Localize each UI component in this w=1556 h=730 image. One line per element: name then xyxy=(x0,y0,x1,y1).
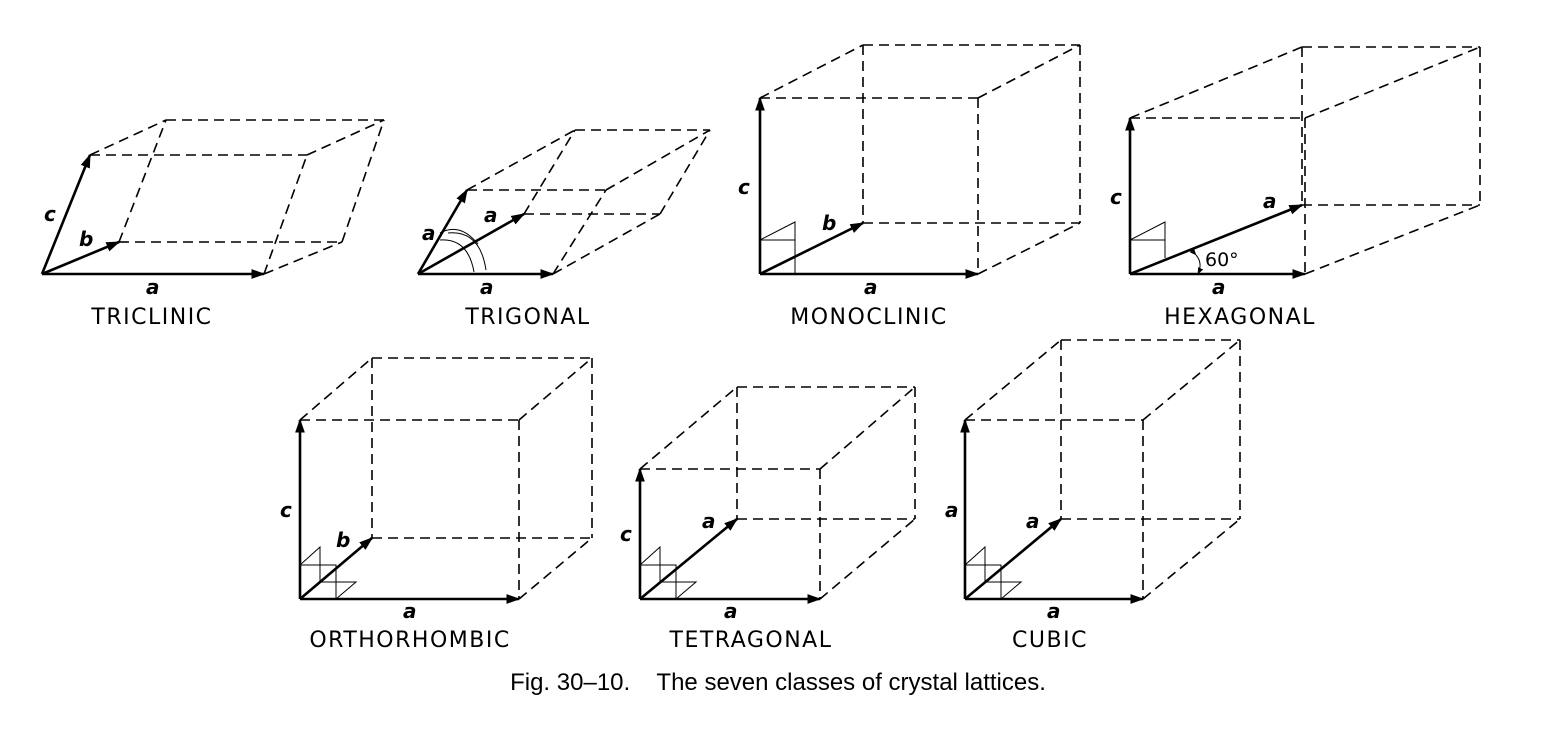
vector-a-label: a xyxy=(480,275,494,299)
right-angle-marker xyxy=(964,545,1023,600)
lattice-title: TRIGONAL xyxy=(464,305,590,330)
angle-label: 60° xyxy=(1205,249,1239,271)
lattice-title: HEXAGONAL xyxy=(1164,305,1316,330)
vector-b-arrow xyxy=(41,240,121,276)
vector-a-arrow xyxy=(964,518,1063,600)
lattice-title: TETRAGONAL xyxy=(669,628,833,653)
vector-b-arrow xyxy=(759,221,865,276)
vector-a-label: a xyxy=(702,509,716,533)
vector-c-arrow xyxy=(40,153,92,275)
right-angle-marker xyxy=(1129,221,1166,258)
vector-a-label: a xyxy=(1047,599,1061,623)
vector-a-label: a xyxy=(724,599,738,623)
vector-a-arrow xyxy=(1129,203,1304,276)
lattice-monoclinic: a b c MONOCLINIC xyxy=(738,44,1081,330)
angle-60-arc xyxy=(1189,248,1204,275)
vector-c-label: c xyxy=(280,498,292,522)
figure-caption: Fig. 30–10. The seven classes of crystal… xyxy=(510,669,1046,696)
lattice-trigonal: a a a TRIGONAL xyxy=(416,129,711,330)
cell-edges xyxy=(299,357,593,600)
lattice-title: CUBIC xyxy=(1012,628,1088,653)
lattice-hexagonal: 60° a a c HEXAGONAL xyxy=(1110,46,1481,330)
vector-b-label: b xyxy=(336,528,350,552)
right-angle-marker xyxy=(759,221,796,274)
vector-c-label: c xyxy=(44,202,56,226)
lattice-cubic: a a a CUBIC xyxy=(945,339,1241,653)
cell-edges xyxy=(639,386,916,600)
vector-a-label: a xyxy=(422,221,436,245)
vector-a-arrow xyxy=(639,517,739,601)
vector-b-label: b xyxy=(822,211,836,235)
vector-c-label: c xyxy=(1110,185,1122,209)
lattice-orthorhombic: a b c ORTHORHOMBIC xyxy=(280,357,593,653)
vector-a-label: a xyxy=(1263,189,1277,213)
vector-a-label: a xyxy=(146,275,160,299)
vector-c-label: c xyxy=(738,175,750,199)
right-angle-marker xyxy=(299,545,358,600)
vector-a-label: a xyxy=(403,599,417,623)
cell-edges xyxy=(1129,46,1481,275)
vector-b-label: b xyxy=(79,227,93,251)
lattice-triclinic: a b c TRICLINIC xyxy=(40,119,385,330)
vector-a-arrow xyxy=(417,212,526,276)
vector-a-label: a xyxy=(484,203,498,227)
vector-a-arrow xyxy=(416,188,469,275)
cell-edges xyxy=(759,44,1081,275)
lattice-tetragonal: a a c TETRAGONAL xyxy=(620,386,916,653)
cell-edges xyxy=(964,339,1241,600)
vector-a-label: a xyxy=(864,275,878,299)
angle-arcs xyxy=(439,228,487,273)
cell-edges xyxy=(466,129,711,275)
right-angle-marker xyxy=(639,545,698,600)
vector-c-label: c xyxy=(620,522,632,546)
lattice-title: ORTHORHOMBIC xyxy=(309,628,510,653)
lattice-title: TRICLINIC xyxy=(90,305,212,330)
vector-a-label: a xyxy=(945,498,959,522)
cell-edges xyxy=(89,119,385,275)
vector-a-label: a xyxy=(1212,275,1226,299)
vector-a-label: a xyxy=(1026,509,1040,533)
vector-b-arrow xyxy=(299,537,374,600)
lattice-title: MONOCLINIC xyxy=(790,305,947,330)
